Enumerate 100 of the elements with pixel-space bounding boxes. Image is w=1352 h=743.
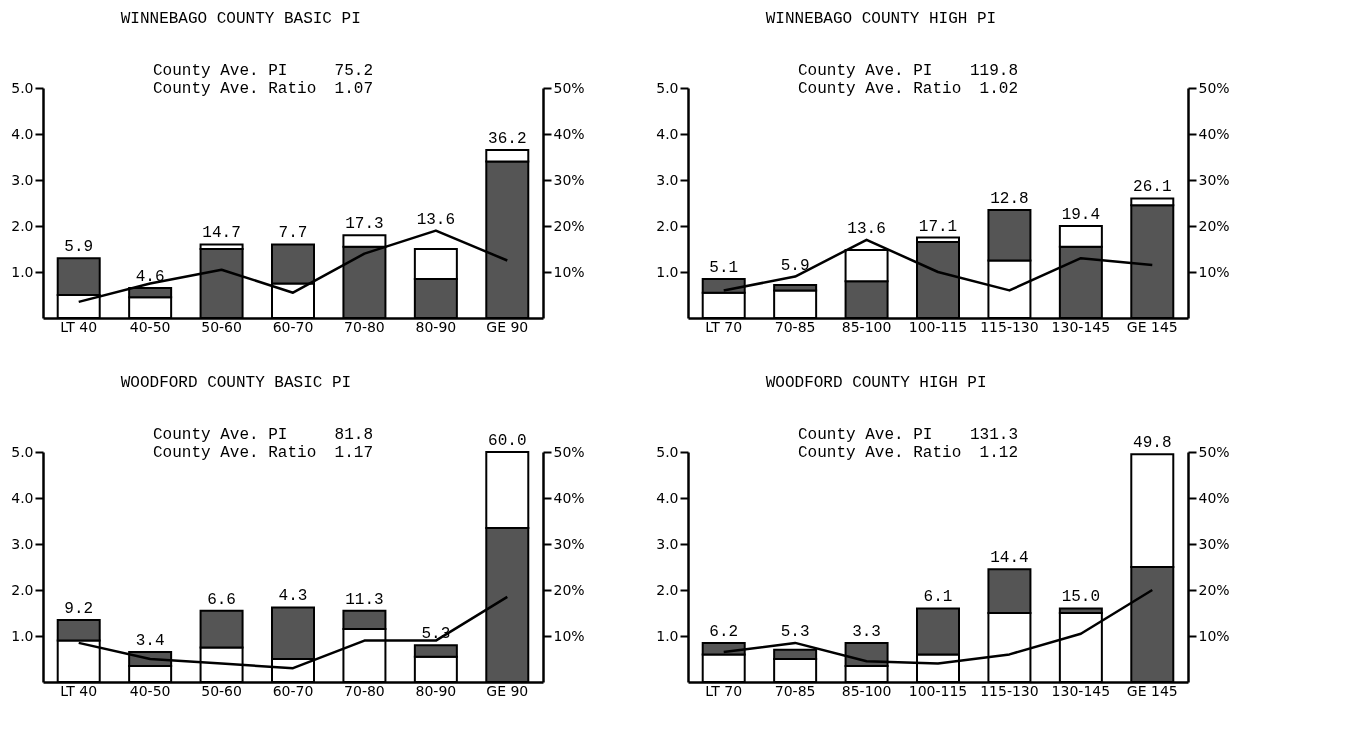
text: 119.8 <box>969 62 1018 80</box>
x-tick-label: 70-85 <box>774 682 816 699</box>
annotation: 5.1 <box>709 258 739 277</box>
x-tick-label: 70-80 <box>344 682 385 699</box>
y-tick-label: 1.0 <box>656 627 679 644</box>
x-tick-label: 40-50 <box>129 682 171 699</box>
annotation: 1.07 <box>334 80 373 98</box>
annotation: 49.8 <box>1133 434 1172 453</box>
y-tick-label: 2.0 <box>656 217 679 234</box>
text: County Ave. PI <box>798 426 933 444</box>
x-tick-label: 70-80 <box>344 318 385 335</box>
annotation: 5.9 <box>780 256 810 275</box>
y2-tick-label: 30% <box>553 171 585 188</box>
x-tick-label: LT 70 <box>705 682 743 699</box>
x-tick-label: 85-100 <box>841 682 892 699</box>
y-tick-label: 1.0 <box>11 263 34 280</box>
annotation: 3.4 <box>135 632 165 651</box>
y2-tick-label: 40% <box>1198 489 1230 506</box>
y-tick-label: 5.0 <box>11 443 34 460</box>
x-tick-label: 115-130 <box>980 318 1039 335</box>
y-tick-label: 3.0 <box>656 535 679 552</box>
x-tick-label: GE 145 <box>1126 682 1178 699</box>
x-tick-label: 50-60 <box>201 318 242 335</box>
annotation: 1.17 <box>334 444 373 462</box>
annotation: 3.3 <box>852 622 881 641</box>
x-tick-label: 50-60 <box>201 682 242 699</box>
annotation: 7.7 <box>278 224 308 243</box>
y2-tick-label: 50% <box>553 443 585 460</box>
annotation: 60.0 <box>488 432 527 450</box>
y-tick-label: 3.0 <box>11 171 34 188</box>
annotation: 4.3 <box>278 587 308 606</box>
y-tick-label: 5.0 <box>656 443 679 460</box>
annotation: 17.3 <box>345 215 384 234</box>
y2-tick-label: 20% <box>553 217 585 234</box>
y-tick-label: 3.0 <box>11 535 34 552</box>
y2-tick-label: 10% <box>553 263 585 280</box>
x-tick-label: LT 40 <box>60 318 98 335</box>
annotation: County Ave. Ratio <box>153 80 317 98</box>
x-tick-label: 80-90 <box>415 682 457 699</box>
annotation: 5.9 <box>64 238 94 257</box>
x-tick-label: 70-85 <box>774 318 816 335</box>
annotation: 14.7 <box>202 224 241 243</box>
y-tick-label: 2.0 <box>11 581 34 598</box>
annotation: 13.6 <box>847 219 886 238</box>
y2-tick-label: 10% <box>1198 627 1230 644</box>
annotation: County Ave. Ratio <box>798 80 962 98</box>
x-tick-label: 100-115 <box>908 318 968 335</box>
annotation: 36.2 <box>488 130 527 149</box>
annotation: 6.1 <box>923 588 953 607</box>
y-tick-label: 4.0 <box>11 489 34 506</box>
y2-tick-label: 10% <box>1198 263 1230 280</box>
text: County Ave. PI <box>153 62 288 80</box>
x-tick-label: 40-50 <box>129 318 171 335</box>
y2-tick-label: 40% <box>553 125 585 142</box>
text: 75.2 <box>334 62 373 80</box>
y-tick-label: 1.0 <box>656 263 679 280</box>
text: County Ave. PI <box>153 426 288 444</box>
y-tick-label: 2.0 <box>11 217 34 234</box>
text: 131.3 <box>969 426 1018 444</box>
annotation: 26.1 <box>1133 178 1172 197</box>
x-tick-label: 60-70 <box>272 318 314 335</box>
x-tick-label: 130-145 <box>1051 682 1111 699</box>
x-tick-label: GE 90 <box>486 318 529 335</box>
y2-tick-label: 20% <box>1198 581 1230 598</box>
y-tick-label: 4.0 <box>656 125 679 142</box>
y2-tick-label: 20% <box>1198 217 1230 234</box>
annotation: 1.02 <box>979 80 1018 98</box>
text: 81.8 <box>334 426 373 444</box>
annotation: County Ave. Ratio <box>153 444 317 462</box>
y-tick-label: 5.0 <box>656 79 679 96</box>
chart-title: WINNEBAGO COUNTY BASIC PI <box>120 10 361 28</box>
annotation: 9.2 <box>64 599 94 618</box>
annotation: 14.4 <box>990 549 1029 568</box>
y2-tick-label: 30% <box>1198 171 1230 188</box>
text: County Ave. PI <box>798 62 933 80</box>
y2-tick-label: 20% <box>553 581 585 598</box>
annotation: 12.8 <box>990 189 1029 208</box>
y2-tick-label: 30% <box>1198 535 1230 552</box>
x-tick-label: LT 70 <box>705 318 743 335</box>
annotation: 15.0 <box>1061 588 1101 607</box>
x-tick-label: GE 90 <box>486 682 529 699</box>
y2-tick-label: 40% <box>553 489 585 506</box>
chart-title: WOODFORD COUNTY HIGH PI <box>765 374 987 392</box>
annotation: 4.6 <box>135 268 165 287</box>
x-tick-label: 100-115 <box>908 682 968 699</box>
chart-title: WOODFORD COUNTY BASIC PI <box>120 374 352 392</box>
annotation: County Ave. Ratio <box>798 444 962 462</box>
x-tick-label: 60-70 <box>272 682 314 699</box>
annotation: 19.4 <box>1061 206 1101 224</box>
y-tick-label: 5.0 <box>11 79 34 96</box>
annotation: 6.2 <box>709 622 739 641</box>
annotation: 6.6 <box>207 590 236 609</box>
y2-tick-label: 30% <box>553 535 585 552</box>
x-tick-label: 130-145 <box>1051 318 1111 335</box>
annotation: 1.12 <box>979 444 1018 462</box>
x-tick-label: LT 40 <box>60 682 98 699</box>
chart-title: WINNEBAGO COUNTY HIGH PI <box>765 10 997 28</box>
y-tick-label: 2.0 <box>656 581 679 598</box>
annotation: 5.3 <box>780 622 810 641</box>
x-tick-label: 115-130 <box>980 682 1039 699</box>
